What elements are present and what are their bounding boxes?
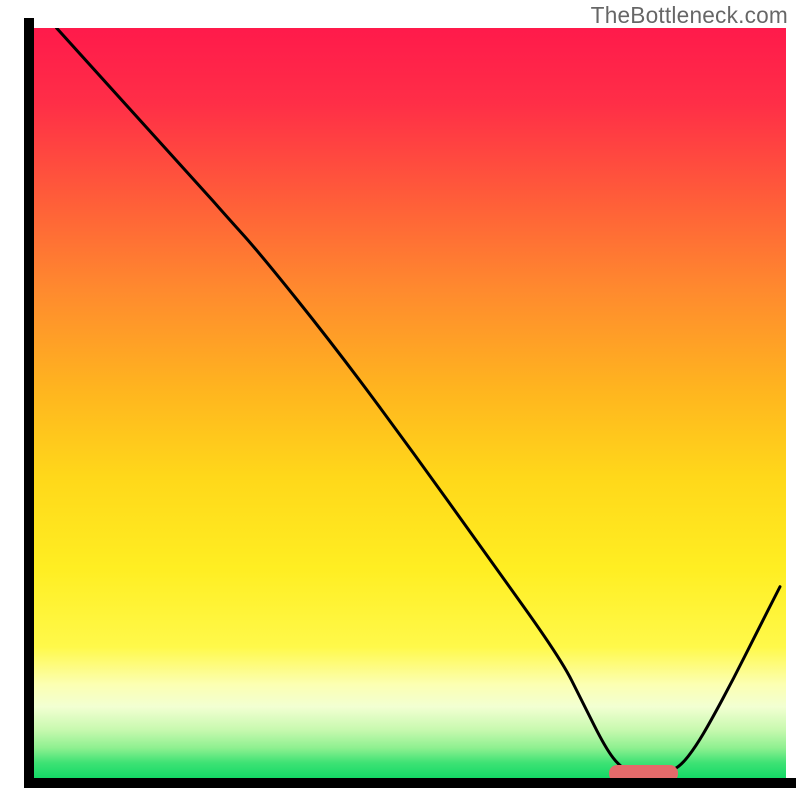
bottleneck-curve (34, 28, 786, 778)
x-axis (24, 778, 796, 788)
minimum-marker (609, 765, 678, 778)
chart-frame: TheBottleneck.com (0, 0, 800, 800)
plot-area (34, 28, 786, 778)
watermark-attribution: TheBottleneck.com (591, 2, 788, 29)
y-axis (24, 18, 34, 788)
